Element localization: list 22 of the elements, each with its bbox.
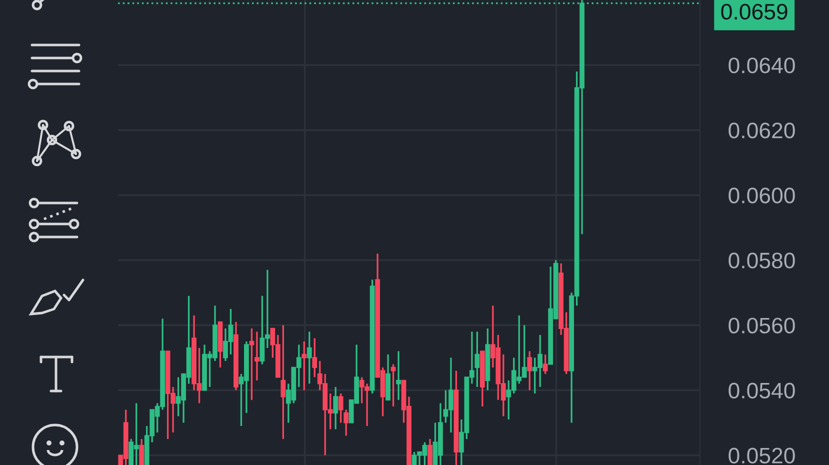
y-tick-label: 0.0620: [728, 122, 795, 138]
candlestick: [390, 363, 396, 408]
candlestick: [312, 337, 318, 378]
ref-line-label: 0.0659: [721, 4, 788, 20]
candlestick: [280, 324, 286, 440]
y-tick-label: 0.0600: [728, 188, 795, 204]
candlestick: [474, 330, 480, 388]
y-tick-label: 0.0540: [728, 382, 795, 398]
y-tick-label: 0.0640: [728, 58, 795, 74]
candlestick: [306, 330, 312, 385]
candlestick: [396, 350, 401, 401]
y-tick-label: 0.0560: [728, 318, 795, 334]
y-tick-label: 0.0580: [728, 252, 795, 268]
candlestick: [139, 438, 144, 465]
y-tick-label: 0.0520: [728, 448, 795, 464]
candlestick: [254, 330, 260, 382]
candlestick: [527, 350, 532, 392]
candlestick: [333, 386, 338, 430]
candlestick: [542, 354, 548, 375]
candlestick: [428, 438, 432, 465]
candlestick: [302, 340, 307, 392]
candlestick: [249, 328, 254, 401]
